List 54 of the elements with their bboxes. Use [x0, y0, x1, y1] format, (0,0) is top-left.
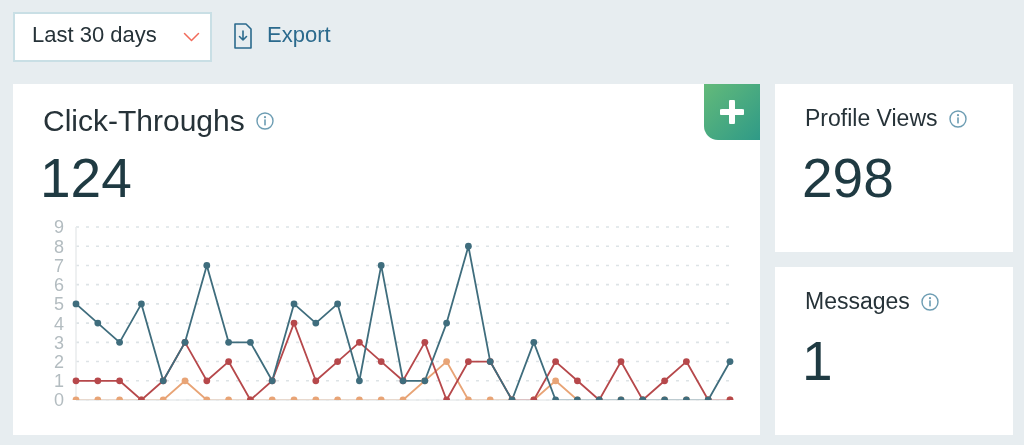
point [377, 262, 385, 269]
point [552, 377, 559, 385]
point [72, 377, 80, 385]
point [465, 242, 472, 250]
point [356, 377, 363, 385]
y-tick-label: 4 [53, 313, 64, 334]
point [421, 338, 429, 346]
point [225, 338, 232, 346]
point [617, 358, 625, 365]
text: Export [267, 22, 331, 47]
chart-subtitle: 124 [40, 147, 132, 209]
point [574, 377, 581, 385]
text: Profile Views [805, 105, 938, 131]
chart-title: Click-Throughs [43, 104, 245, 137]
point [225, 358, 232, 365]
point [72, 300, 80, 308]
point [203, 377, 211, 385]
point [377, 358, 385, 365]
point [552, 358, 559, 365]
y-tick-label: 0 [53, 390, 64, 411]
point [661, 377, 668, 385]
point [334, 358, 341, 365]
y-tick-label: 7 [53, 255, 64, 276]
y-tick-label: 6 [53, 275, 64, 296]
point [94, 319, 102, 327]
y-tick-label: 8 [53, 236, 64, 257]
point [683, 358, 690, 365]
y-tick-label: 5 [53, 294, 64, 315]
y-tick-label: 2 [53, 351, 64, 372]
y-tick-label: 1 [53, 371, 64, 392]
y-tick-label: 3 [53, 332, 64, 353]
text: Messages [805, 288, 910, 314]
point [94, 377, 102, 385]
point [290, 319, 298, 327]
point [181, 377, 189, 385]
point [356, 338, 363, 346]
point [443, 358, 450, 365]
point [530, 338, 538, 346]
point [203, 262, 211, 269]
point [116, 338, 123, 346]
point [247, 338, 254, 346]
data-label: 1 [802, 330, 833, 392]
point [726, 358, 734, 365]
point [312, 319, 320, 327]
point [312, 377, 320, 385]
point [465, 358, 472, 365]
point [443, 319, 450, 327]
y-tick-label: 9 [53, 217, 64, 238]
point [290, 300, 298, 308]
data-label: 298 [802, 147, 894, 209]
point [138, 300, 145, 308]
select-box: Last 30 days [13, 12, 212, 62]
point [334, 300, 341, 308]
point [116, 377, 123, 385]
